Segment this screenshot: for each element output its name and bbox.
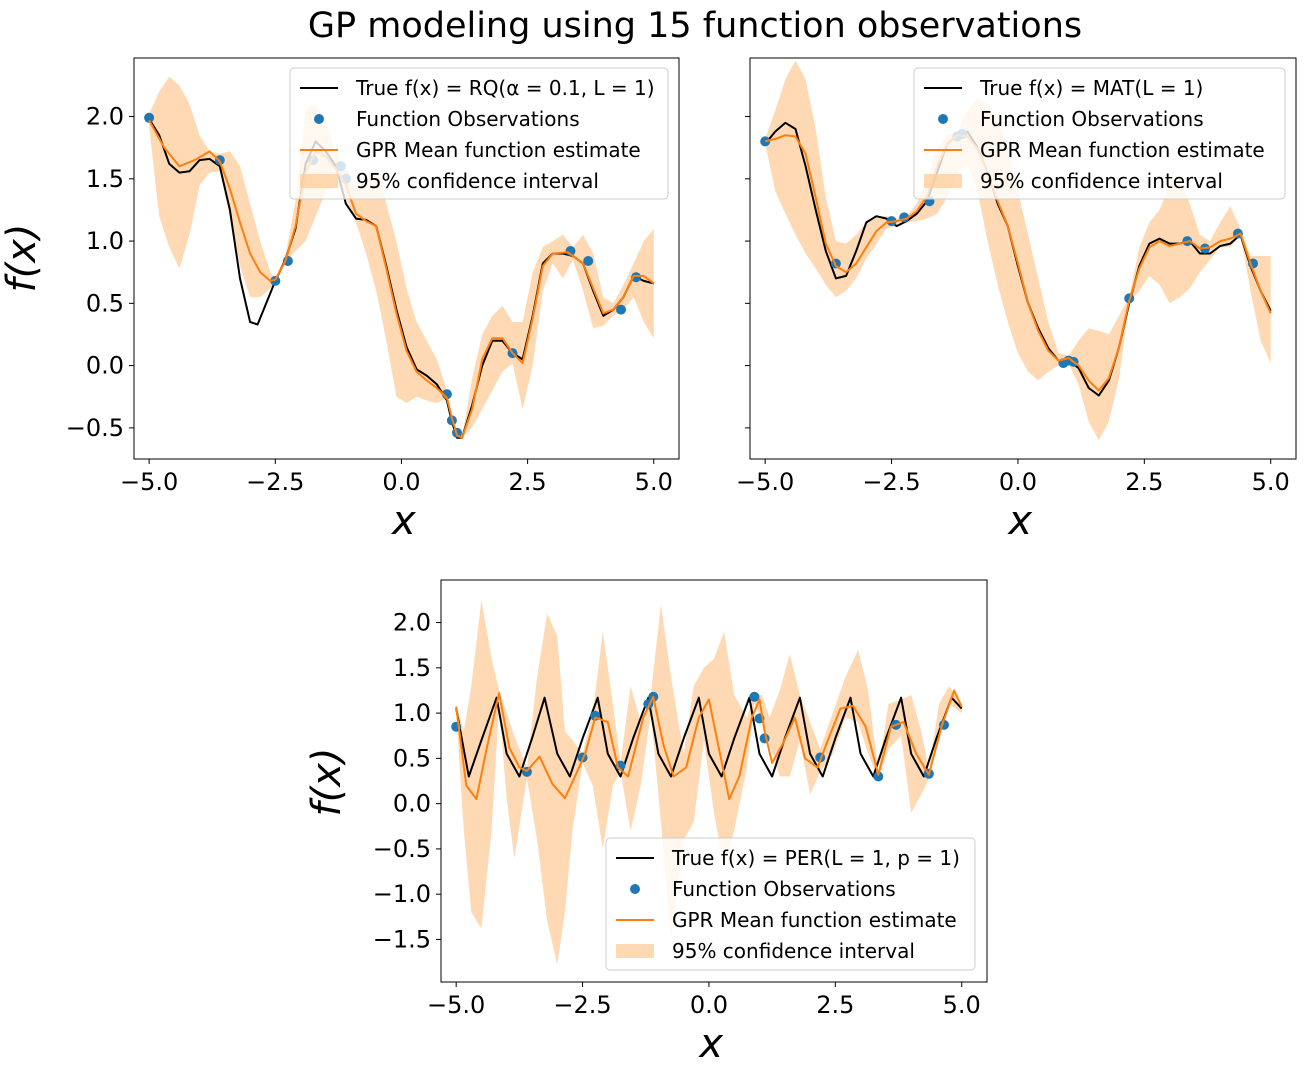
y-tick-label: 2.0 xyxy=(86,103,124,131)
y-tick-label: 1.0 xyxy=(86,227,124,255)
gpr-mean-line xyxy=(148,119,655,439)
legend: True f(x) = RQ(α = 0.1, L = 1) Function O… xyxy=(289,67,669,200)
observation-point xyxy=(270,275,281,286)
gpr-mean-line xyxy=(455,689,963,801)
y-tick-label: 1.0 xyxy=(393,699,431,727)
legend-label: Function Observations xyxy=(672,877,896,901)
gpr-mean-line xyxy=(764,134,1272,392)
x-tick-label: −2.5 xyxy=(246,468,304,496)
x-axis-label: x xyxy=(1006,498,1032,544)
observation-point xyxy=(616,304,626,315)
chart-panel-rq: −5.0 −2.5 0.0 2.5 5.0 −0.5 0.0 0.5 1.0 1.5 2.0 x f(x… xyxy=(0,57,680,544)
legend-label: GPR Mean function estimate xyxy=(980,138,1265,162)
x-tick-label: 0.0 xyxy=(690,991,728,1019)
axes-frame xyxy=(749,57,1297,460)
legend-label: GPR Mean function estimate xyxy=(672,908,957,932)
legend-label: 95% confidence interval xyxy=(356,169,599,193)
y-tick-label: −0.5 xyxy=(373,835,431,863)
legend-label: 95% confidence interval xyxy=(980,169,1223,193)
y-tick-label: 0.5 xyxy=(86,289,124,317)
true-function-line xyxy=(455,696,963,778)
y-tick-label: 0.0 xyxy=(86,352,124,380)
x-tick-label: −2.5 xyxy=(553,991,611,1019)
legend-observation-swatch xyxy=(630,884,640,894)
legend-label: Function Observations xyxy=(980,107,1204,131)
legend-band-swatch xyxy=(300,174,338,188)
confidence-band xyxy=(149,76,654,438)
plot-area xyxy=(451,599,963,965)
x-tick-label: 5.0 xyxy=(943,991,981,1019)
observation-point xyxy=(631,272,642,283)
y-tick-label: −1.5 xyxy=(373,925,431,953)
y-tick-label: 0.5 xyxy=(393,744,431,772)
legend-label: True f(x) = MAT(L = 1) xyxy=(979,76,1203,100)
y-axis-label: f(x) xyxy=(304,748,350,817)
confidence-band xyxy=(456,599,962,965)
y-tick-label: 1.5 xyxy=(86,165,124,193)
figure-title: GP modeling using 15 function observatio… xyxy=(308,6,1082,46)
y-tick-label: −1.0 xyxy=(373,880,431,908)
chart-panel-mat: −5.0 −2.5 0.0 2.5 5.0 x True f(x) = MAT(L = 1)… xyxy=(736,57,1297,544)
legend-label: True f(x) = PER(L = 1, p = 1) xyxy=(671,846,960,870)
legend-observation-swatch xyxy=(314,114,324,124)
legend-box xyxy=(289,67,669,200)
observation-point xyxy=(583,256,594,266)
chart-panel-per: −5.0 −2.5 0.0 2.5 5.0 −1.5 −1.0 −0.5 0.0 0.5 1.0 1.… xyxy=(304,579,988,1067)
x-tick-label: 2.5 xyxy=(1125,468,1163,496)
legend-label: 95% confidence interval xyxy=(672,939,915,963)
observation-point xyxy=(144,112,155,123)
x-tick-label: 0.0 xyxy=(999,468,1037,496)
x-tick-label: 2.5 xyxy=(816,991,854,1019)
x-tick-label: −5.0 xyxy=(736,468,794,496)
legend-label: Function Observations xyxy=(356,107,580,131)
confidence-band xyxy=(765,60,1271,441)
x-tick-label: 0.0 xyxy=(382,468,420,496)
axes-frame xyxy=(133,57,680,460)
legend-box xyxy=(913,67,1286,200)
y-tick-label: 1.5 xyxy=(393,654,431,682)
x-axis-label: x xyxy=(390,498,416,544)
observation-point xyxy=(749,691,760,702)
legend-box xyxy=(605,837,976,971)
x-tick-label: 5.0 xyxy=(1252,468,1290,496)
x-tick-label: −5.0 xyxy=(427,991,485,1019)
legend: True f(x) = MAT(L = 1) Function Observati… xyxy=(913,67,1286,200)
legend-label: True f(x) = RQ(α = 0.1, L = 1) xyxy=(355,76,655,100)
axes-frame xyxy=(440,579,988,983)
legend-band-swatch xyxy=(616,944,654,958)
x-tick-label: 5.0 xyxy=(635,468,673,496)
observation-point xyxy=(873,771,884,782)
legend-label: GPR Mean function estimate xyxy=(356,138,641,162)
y-tick-label: 0.0 xyxy=(393,790,431,818)
plot-area xyxy=(760,60,1272,441)
y-tick-label: −0.5 xyxy=(66,414,124,442)
legend-observation-swatch xyxy=(938,114,948,124)
y-axis-label: f(x) xyxy=(0,224,45,293)
legend-band-swatch xyxy=(924,174,962,188)
x-tick-label: −2.5 xyxy=(862,468,920,496)
y-tick-label: 2.0 xyxy=(393,609,431,637)
x-axis-label: x xyxy=(697,1021,723,1067)
x-tick-label: −5.0 xyxy=(120,468,178,496)
x-tick-label: 2.5 xyxy=(509,468,547,496)
legend: True f(x) = PER(L = 1, p = 1) Function Ob… xyxy=(605,837,976,971)
